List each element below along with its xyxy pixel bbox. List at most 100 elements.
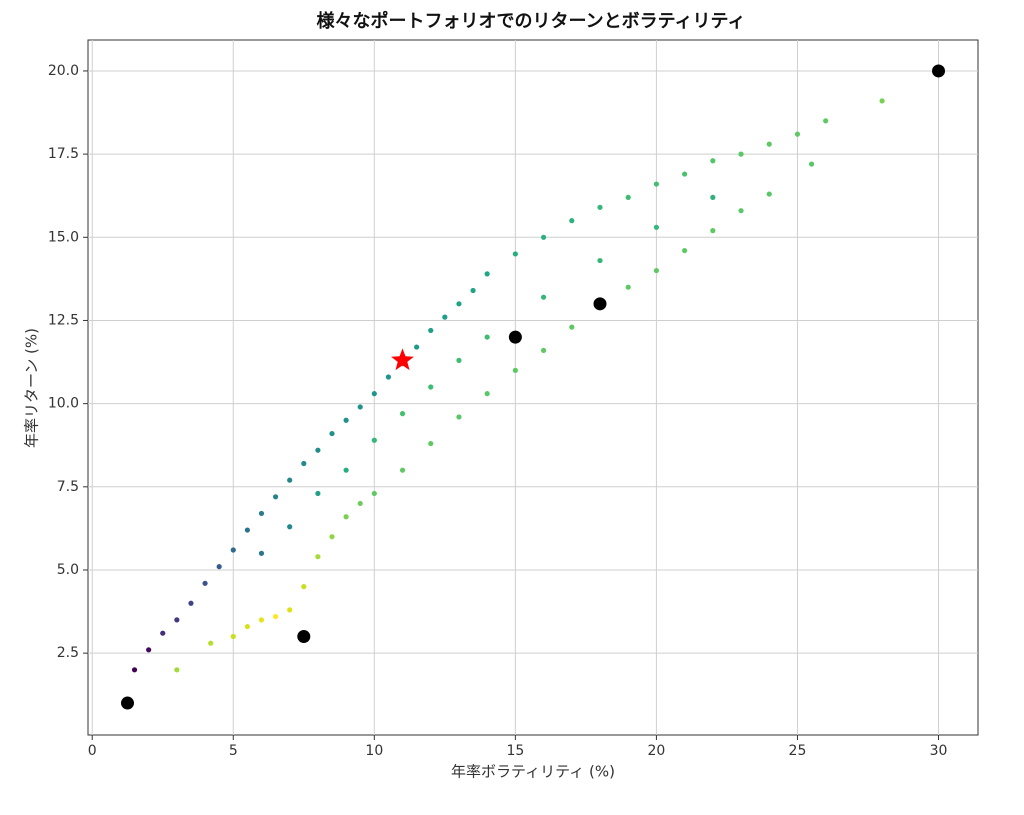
portfolio-point [428, 327, 434, 334]
portfolio-point [569, 324, 575, 330]
portfolio-point [569, 218, 575, 224]
portfolio-point [879, 98, 885, 104]
portfolio-point [315, 447, 321, 453]
portfolio-point [174, 617, 180, 623]
x-tick-label: 30 [930, 743, 948, 759]
portfolio-point [202, 580, 208, 586]
portfolio-point [287, 607, 293, 613]
portfolio-point [399, 467, 406, 473]
portfolio-point [315, 554, 321, 560]
asset-point [120, 696, 134, 710]
portfolio-point [357, 500, 363, 507]
portfolio-point [512, 367, 518, 373]
portfolio-point [216, 564, 222, 570]
portfolio-point [208, 640, 214, 646]
chart-title: 様々なポートフォリオでのリターンとボラティリティ [317, 10, 746, 32]
portfolio-point [512, 251, 518, 257]
portfolio-point [146, 647, 152, 653]
portfolio-point [456, 414, 462, 420]
y-axis-label: 年率リターン (%) [23, 328, 41, 448]
portfolio-point [653, 224, 660, 230]
portfolio-point [414, 344, 420, 350]
y-tick-label: 2.5 [57, 645, 79, 661]
portfolio-point [188, 600, 194, 606]
portfolio-point [385, 374, 392, 380]
portfolio-point [597, 257, 603, 264]
portfolio-point [428, 384, 434, 390]
asset-point [593, 297, 607, 311]
portfolio-point [794, 131, 801, 137]
portfolio-point [484, 334, 490, 340]
portfolio-point [456, 357, 462, 363]
portfolio-point [823, 118, 829, 124]
portfolio-point [272, 613, 279, 620]
y-tick-label: 10.0 [48, 396, 79, 412]
portfolio-point [766, 141, 772, 147]
portfolio-point [329, 430, 335, 437]
portfolio-point [484, 391, 490, 397]
portfolio-point [371, 490, 377, 497]
y-tick-label: 12.5 [48, 312, 79, 328]
portfolio-point [442, 314, 448, 320]
portfolio-point [808, 161, 815, 167]
portfolio-point [343, 467, 349, 473]
asset-point [508, 330, 522, 344]
portfolio-point [230, 547, 236, 553]
portfolio-point [625, 284, 631, 290]
portfolio-point [301, 584, 307, 590]
x-axis-label: 年率ボラティリティ (%) [451, 763, 615, 781]
portfolio-point [456, 301, 462, 307]
portfolio-point [428, 440, 434, 447]
portfolio-point [301, 460, 307, 467]
portfolio-point [244, 527, 250, 533]
portfolio-point [371, 437, 377, 443]
portfolio-point [287, 524, 293, 530]
y-tick-label: 7.5 [57, 479, 79, 495]
portfolio-point [710, 158, 716, 164]
y-tick-label: 17.5 [48, 146, 79, 162]
plot-frame [87, 39, 979, 736]
portfolio-point [540, 347, 547, 354]
portfolio-point [272, 494, 279, 500]
portfolio-point [287, 477, 293, 483]
portfolio-point [230, 633, 236, 640]
portfolio-point [399, 411, 406, 417]
portfolio-point [244, 623, 250, 630]
portfolio-point [682, 247, 688, 254]
portfolio-point [653, 267, 660, 274]
portfolio-point [710, 228, 716, 234]
x-tick-label: 15 [506, 743, 524, 759]
portfolio-point [653, 181, 660, 187]
portfolio-point [258, 550, 265, 556]
portfolio-point [258, 510, 265, 517]
y-tick-label: 20.0 [48, 63, 79, 79]
portfolio-point [343, 417, 349, 423]
x-tick-label: 10 [365, 743, 383, 759]
y-tick-label: 15.0 [48, 229, 79, 245]
y-tick-label: 5.0 [57, 562, 79, 578]
x-tick-label: 25 [789, 743, 807, 759]
portfolio-point [160, 630, 166, 636]
portfolio-point [597, 204, 603, 210]
portfolio-point [625, 194, 631, 200]
portfolio-point [710, 194, 716, 200]
portfolio-point [766, 191, 772, 197]
asset-point [297, 630, 311, 644]
portfolio-point [258, 617, 265, 623]
asset-point [932, 64, 946, 78]
portfolio-point [131, 667, 138, 673]
portfolio-point [484, 271, 490, 277]
x-tick-label: 0 [88, 743, 97, 759]
portfolio-point [357, 404, 363, 410]
portfolio-point [682, 171, 688, 177]
portfolio-point [343, 514, 349, 520]
optimal-portfolio [391, 348, 414, 371]
portfolio-point [738, 208, 744, 214]
portfolio-point [329, 534, 335, 540]
portfolio-point [174, 667, 180, 673]
portfolio-point [540, 294, 547, 300]
portfolio-point [315, 490, 321, 497]
portfolio-point [540, 234, 547, 240]
portfolio-point [470, 287, 476, 294]
